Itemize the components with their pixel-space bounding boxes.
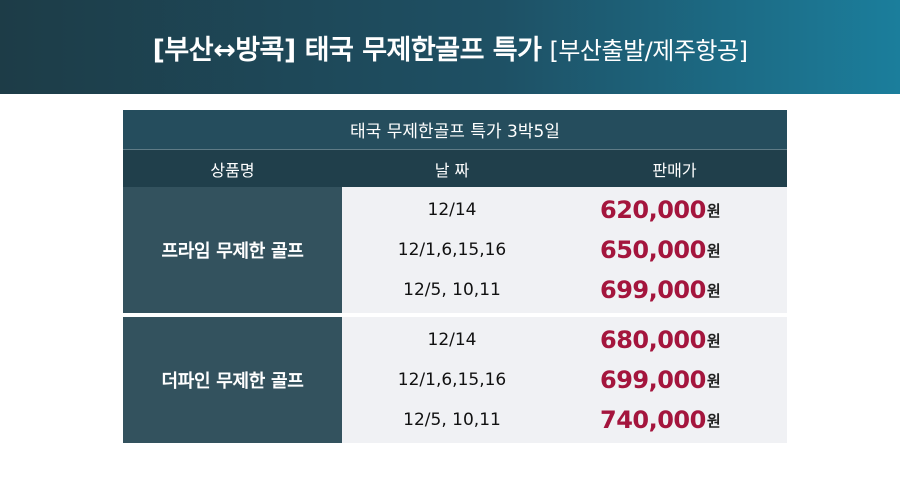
table-row: 12/5, 10,11 740,000 원 [342,400,787,440]
price-cell: 740,000 원 [600,400,750,440]
price-cell: 620,000 원 [600,190,750,230]
table-row: 12/5, 10,11 699,000 원 [342,270,787,310]
date-cell: 12/14 [427,200,477,220]
table-title: 태국 무제한골프 특가 3박5일 [123,110,787,149]
price-unit: 원 [706,201,721,220]
banner-title-text: [부산↔방콕] 태국 무제한골프 특가 [152,34,542,66]
price-cell: 680,000 원 [600,320,750,360]
group-rows: 12/14 680,000 원 12/1,6,15,16 699,000 원 12/… [342,317,787,443]
table-row: 12/14 680,000 원 [342,320,787,360]
banner-subtitle: [부산출발/제주항공] [549,36,748,65]
table-header-row: 상품명 날 짜 판매가 [123,149,787,187]
product-name: 프라임 무제한 골프 [123,187,342,313]
table-row: 12/14 620,000 원 [342,190,787,230]
header-price: 판매가 [652,161,697,180]
product-name: 더파인 무제한 골프 [123,317,342,443]
product-group-prime: 프라임 무제한 골프 12/14 620,000 원 12/1,6,15,16 6… [123,187,787,313]
table-row: 12/1,6,15,16 699,000 원 [342,360,787,400]
price-table: 태국 무제한골프 특가 3박5일 상품명 날 짜 판매가 프라임 무제한 골프 … [123,110,787,443]
price-cell: 650,000 원 [600,230,750,270]
price-unit: 원 [706,411,721,430]
price-value: 650,000 [600,236,706,264]
header-date: 날 짜 [434,161,470,180]
price-unit: 원 [706,281,721,300]
product-group-thefine: 더파인 무제한 골프 12/14 680,000 원 12/1,6,15,16 6… [123,317,787,443]
price-cell: 699,000 원 [600,360,750,400]
date-cell: 12/5, 10,11 [403,280,501,300]
price-value: 740,000 [600,406,706,434]
price-unit: 원 [706,241,721,260]
price-value: 680,000 [600,326,706,354]
price-unit: 원 [706,331,721,350]
date-cell: 12/5, 10,11 [403,410,501,430]
group-rows: 12/14 620,000 원 12/1,6,15,16 650,000 원 12/… [342,187,787,313]
promo-banner: [부산↔방콕] 태국 무제한골프 특가 [부산출발/제주항공] [0,0,900,94]
group-divider [123,313,787,317]
date-cell: 12/1,6,15,16 [397,370,507,390]
header-product: 상품명 [210,161,255,180]
price-value: 620,000 [600,196,706,224]
price-value: 699,000 [600,276,706,304]
date-cell: 12/1,6,15,16 [397,240,507,260]
price-cell: 699,000 원 [600,270,750,310]
date-cell: 12/14 [427,330,477,350]
table-row: 12/1,6,15,16 650,000 원 [342,230,787,270]
banner-title: [부산↔방콕] 태국 무제한골프 특가 [부산출발/제주항공] [153,28,748,67]
price-unit: 원 [706,371,721,390]
price-value: 699,000 [600,366,706,394]
